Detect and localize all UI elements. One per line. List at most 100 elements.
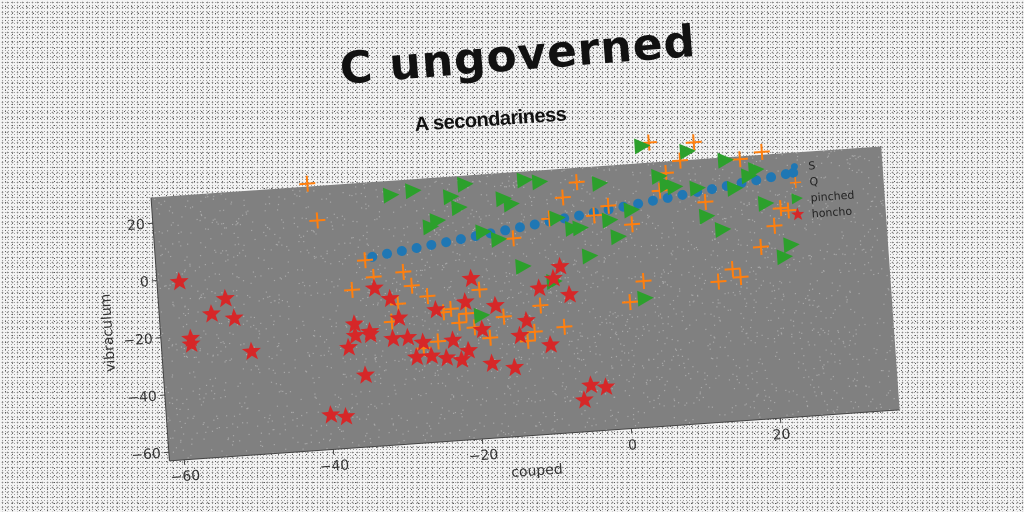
data-point-q [458, 305, 475, 322]
data-point-q [482, 329, 499, 346]
legend-item-honcho: honcho [790, 205, 853, 221]
x-tick-label: −20 [468, 447, 499, 465]
data-point-pinched [515, 258, 532, 275]
data-point-pinched [442, 189, 460, 206]
data-point-q [519, 332, 536, 349]
x-axis-label: couped [511, 461, 564, 481]
legend-marker [789, 176, 802, 189]
data-point-honcho [406, 347, 427, 366]
data-point-pinched [531, 174, 549, 191]
data-point-honcho [437, 348, 456, 367]
data-point-honcho [472, 319, 492, 339]
data-point-honcho [581, 375, 601, 394]
data-point-pinched [490, 231, 508, 248]
data-point-q [505, 230, 522, 247]
data-point-pinched [776, 249, 794, 266]
data-point-q [635, 272, 652, 290]
data-point-honcho [452, 349, 472, 369]
data-point-honcho [355, 365, 375, 384]
data-point-honcho [383, 328, 403, 348]
data-point-pinched [679, 143, 696, 160]
data-point-pinched [717, 152, 734, 169]
data-point-honcho [169, 271, 189, 291]
legend-item-pinched: pinched [791, 188, 855, 204]
data-point-pinched [475, 224, 492, 241]
data-point-s [706, 184, 717, 195]
data-point-honcho [505, 357, 525, 377]
data-point-honcho [485, 295, 505, 315]
data-point-s [500, 225, 511, 236]
data-point-honcho [443, 330, 463, 349]
y-tick-label: 20 [127, 217, 146, 234]
y-tick-label: −40 [127, 389, 158, 407]
data-point-s [647, 195, 658, 206]
data-point-honcho [540, 335, 560, 354]
data-point-honcho [398, 327, 418, 347]
x-tick-label: −40 [319, 457, 350, 475]
plot-background [150, 146, 900, 461]
data-point-q [356, 252, 374, 269]
data-point-q [403, 277, 420, 294]
data-point-honcho [574, 390, 594, 409]
y-tick-label: −20 [123, 331, 154, 349]
data-point-s [426, 239, 437, 250]
data-point-q [621, 294, 639, 311]
data-point-q [430, 333, 447, 350]
data-point-honcho [461, 268, 481, 288]
data-point-q [732, 269, 749, 286]
data-point-honcho [426, 299, 446, 319]
data-point-q [697, 193, 714, 210]
data-point-pinched [634, 138, 651, 155]
legend-label: S [808, 159, 816, 172]
data-point-q [532, 297, 549, 314]
data-point-pinched [659, 176, 676, 193]
data-point-q [772, 200, 789, 217]
data-point-s [529, 219, 540, 230]
data-point-pinched [601, 212, 619, 229]
data-point-q [671, 152, 689, 169]
data-point-q [442, 300, 459, 317]
data-point-honcho [510, 325, 530, 345]
data-point-pinched [651, 168, 668, 185]
data-point-pinched [382, 187, 400, 204]
legend-item-s: S [790, 159, 816, 173]
data-point-s [574, 210, 585, 221]
data-point-pinched [689, 180, 706, 197]
data-point-honcho [344, 314, 364, 333]
data-point-pinched [457, 176, 474, 193]
data-point-s [633, 198, 644, 209]
data-point-honcho [413, 332, 433, 351]
data-point-q [344, 281, 361, 298]
data-point-q [299, 175, 316, 192]
data-point-s [411, 242, 422, 253]
axes: −60 −40 −20 0 20 −60 −40 −20 0 20 [123, 197, 900, 486]
legend-marker [790, 163, 798, 171]
series-honcho [169, 256, 616, 426]
data-point-q [651, 182, 668, 199]
data-point-honcho [224, 308, 244, 327]
data-point-honcho [360, 321, 380, 341]
data-point-s [396, 246, 407, 257]
data-point-s [677, 189, 688, 200]
data-point-q [753, 143, 770, 160]
data-point-s [455, 234, 466, 245]
data-point-pinched [637, 290, 654, 307]
y-tick-label: 0 [139, 274, 149, 291]
data-point-honcho [338, 337, 358, 357]
y-axis-line [150, 197, 170, 461]
data-point-honcho [364, 278, 384, 297]
data-point-q [451, 314, 468, 331]
data-point-honcho [516, 310, 536, 330]
legend-marker [790, 207, 805, 221]
data-point-pinched [783, 237, 800, 254]
data-point-q [395, 263, 412, 280]
data-point-honcho [421, 346, 441, 365]
data-point-honcho [482, 353, 502, 373]
data-point-q [752, 238, 770, 255]
data-point-s [766, 172, 777, 183]
plot-area-group: −60 −40 −20 0 20 −60 −40 −20 0 20 SQpinchedhoncho… [98, 134, 901, 486]
data-point-pinched [591, 175, 609, 192]
x-tick-label: −60 [170, 468, 201, 486]
